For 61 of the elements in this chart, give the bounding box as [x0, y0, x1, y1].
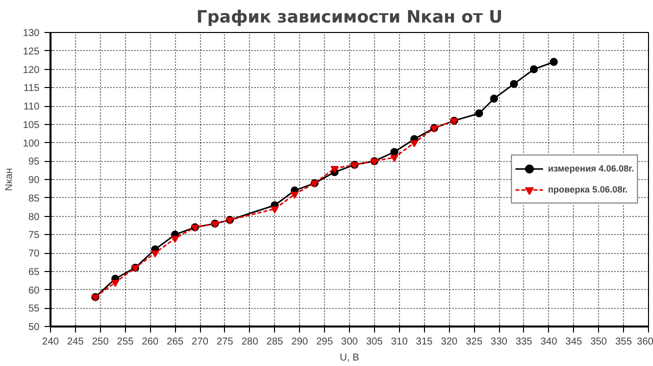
x-tick-label: 260 [142, 336, 159, 348]
y-tick-label: 115 [24, 83, 40, 94]
x-tick-label: 310 [390, 336, 408, 348]
y-tick-label: 70 [28, 248, 40, 260]
x-tick-label: 295 [316, 336, 334, 348]
x-tick-label: 265 [166, 336, 184, 348]
y-axis-title: Nкан [4, 168, 15, 191]
x-tick-label: 360 [636, 336, 653, 348]
y-tick-label: 110 [24, 102, 40, 112]
x-tick-label: 275 [216, 336, 234, 348]
x-tick-label: 325 [466, 336, 483, 348]
x-tick-label: 270 [192, 336, 209, 348]
legend-label: проверка 5.06.08г. [548, 184, 628, 194]
x-tick-label: 285 [266, 336, 284, 348]
y-tick-label: 65 [28, 266, 40, 278]
x-tick-label: 305 [366, 336, 384, 348]
legend-label: измерения 4.06.08г. [548, 164, 634, 174]
x-tick-label: 350 [590, 336, 608, 348]
x-tick-label: 240 [42, 336, 60, 348]
y-tick-label: 80 [28, 212, 40, 223]
point [390, 148, 398, 156]
y-tick-label: 100 [22, 138, 40, 150]
y-tick-label: 90 [28, 175, 40, 186]
y-tick-label: 130 [22, 28, 40, 39]
x-tick-label: 330 [490, 336, 508, 348]
x-tick-label: 320 [440, 336, 458, 348]
y-tick-label: 60 [28, 285, 40, 296]
x-tick-label: 340 [540, 336, 558, 348]
point [530, 65, 538, 74]
x-axis-title: U, B [340, 352, 360, 364]
chart-title: График зависимости Nкан от U [196, 8, 503, 28]
x-tick-label: 315 [416, 336, 434, 348]
point [410, 140, 418, 148]
y-tick-label: 85 [28, 193, 40, 204]
x-tick-label: 250 [92, 336, 110, 348]
x-tick-label: 355 [615, 336, 632, 348]
point [290, 192, 299, 199]
x-tick-label: 345 [565, 336, 583, 348]
point [330, 166, 339, 174]
y-tick-label: 50 [28, 322, 40, 333]
y-tick-label: 105 [22, 120, 40, 131]
y-tick-label: 125 [22, 46, 40, 58]
y-tick-label: 55 [28, 304, 40, 315]
point [111, 280, 120, 287]
y-tick-label: 75 [28, 230, 40, 242]
point [550, 58, 558, 66]
point [390, 154, 398, 162]
point [171, 236, 180, 243]
x-tick-label: 335 [516, 336, 533, 348]
x-tick-label: 280 [241, 336, 259, 348]
point [475, 109, 484, 118]
y-tick-label: 120 [22, 64, 40, 76]
point [490, 94, 498, 103]
x-tick-label: 255 [116, 336, 134, 348]
point [510, 80, 518, 88]
point [151, 250, 160, 258]
y-tick-label: 95 [28, 156, 40, 168]
point [270, 206, 279, 214]
x-tick-label: 300 [341, 336, 358, 348]
x-tick-label: 290 [291, 336, 308, 348]
x-tick-label: 245 [67, 336, 84, 348]
